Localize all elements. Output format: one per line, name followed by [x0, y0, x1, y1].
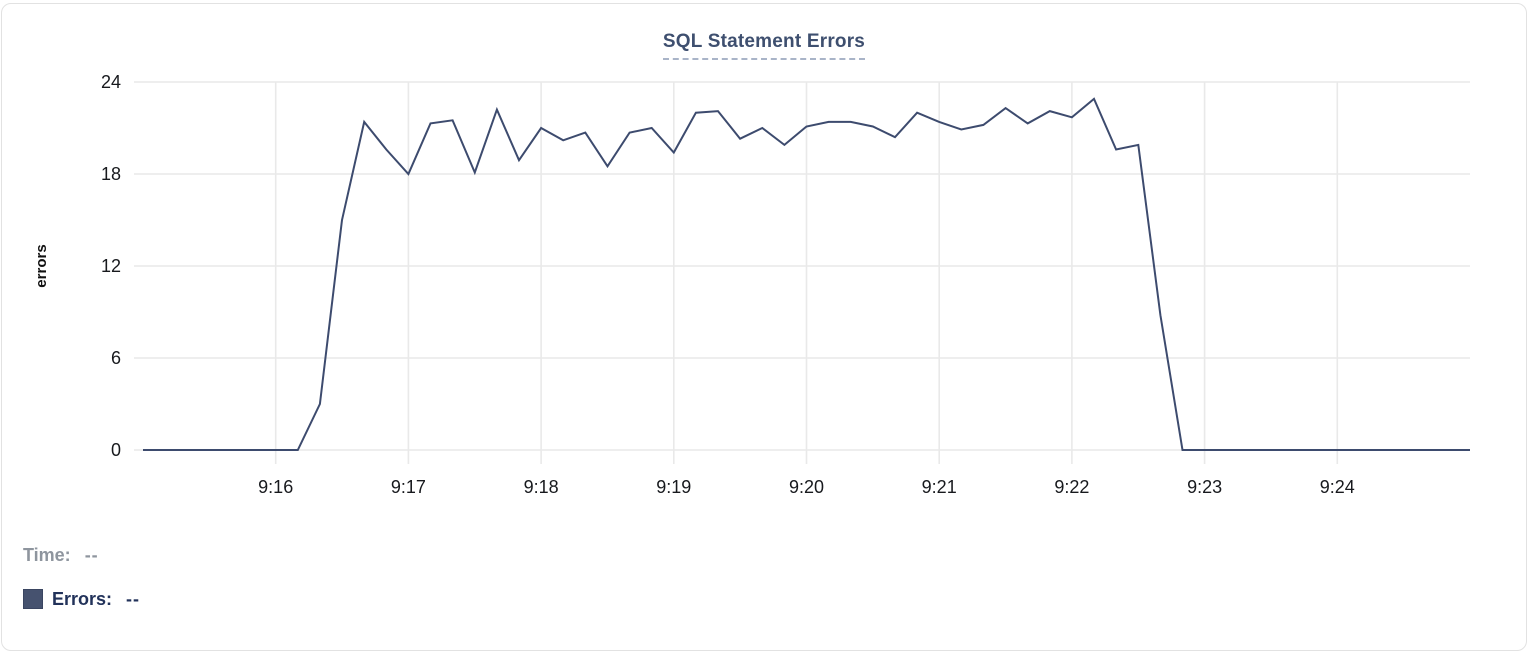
legend-errors-row[interactable]: Errors: --	[23, 588, 140, 610]
legend-errors-label: Errors:	[52, 588, 113, 609]
legend-time-row: Time: --	[23, 544, 140, 566]
y-tick-label: 6	[111, 348, 121, 368]
y-tick-label: 18	[101, 164, 121, 184]
x-tick-label: 9:22	[1054, 477, 1089, 497]
legend-errors-value: --	[126, 588, 141, 609]
chart-title[interactable]: SQL Statement Errors	[662, 31, 866, 60]
x-tick-label: 9:23	[1187, 477, 1222, 497]
x-tick-label: 9:17	[391, 477, 426, 497]
y-tick-label: 12	[101, 256, 121, 276]
legend-time-label: Time:	[23, 544, 71, 565]
y-tick-label: 0	[111, 440, 121, 460]
y-tick-label: 24	[101, 72, 121, 92]
legend-time-value: --	[84, 544, 99, 565]
x-tick-label: 9:18	[524, 477, 559, 497]
chart-card	[1, 3, 1527, 651]
errors-series-line[interactable]	[143, 97, 1470, 451]
x-tick-label: 9:21	[922, 477, 957, 497]
x-tick-label: 9:19	[656, 477, 691, 497]
x-tick-label: 9:24	[1320, 477, 1355, 497]
chart-legend: Time: -- Errors: --	[23, 544, 140, 610]
x-tick-label: 9:16	[258, 477, 293, 497]
y-axis-label: errors	[33, 244, 50, 287]
x-tick-label: 9:20	[789, 477, 824, 497]
errors-line-chart[interactable]: 0 6 12 18 24 9:16 9:17 9:18 9:19 9:20 9:21 9:22 9:23…	[0, 0, 1528, 510]
errors-series-swatch	[23, 589, 43, 609]
chart-header: SQL Statement Errors	[0, 31, 1528, 60]
